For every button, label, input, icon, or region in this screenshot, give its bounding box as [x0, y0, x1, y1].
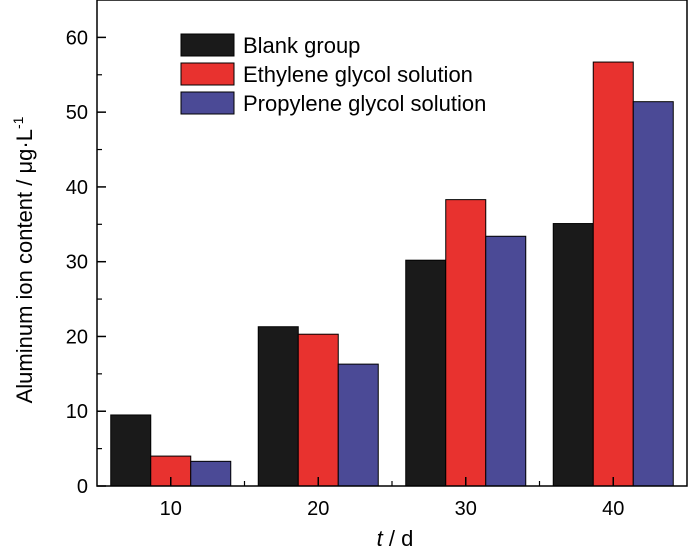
bar-30-2: [445, 199, 487, 487]
legend-swatch-3: [180, 91, 235, 115]
bar-10-3: [190, 460, 232, 487]
bar-40-1: [552, 223, 594, 487]
legend-swatch-1: [180, 33, 235, 57]
axes: 0 10 20 30 40 50 60 10 20 30 40: [66, 0, 688, 520]
y-axis-title-sup: -1: [10, 116, 26, 129]
y-tick-label: 30: [66, 252, 88, 274]
y-tick-label: 20: [66, 326, 88, 348]
bar-10-1: [110, 414, 152, 487]
legend-label-1: Blank group: [243, 33, 360, 58]
legend-swatch-2: [180, 62, 235, 86]
x-axis-title: t / d: [377, 526, 414, 551]
x-axis-title-italic: t: [377, 526, 384, 551]
x-axis-title-unit: / d: [383, 526, 414, 551]
bar-30-1: [405, 259, 447, 487]
y-tick-label: 10: [66, 401, 88, 423]
y-tick-label: 40: [66, 177, 88, 199]
y-tick-label: 60: [66, 27, 88, 49]
y-tick-label: 50: [66, 102, 88, 124]
y-axis-title: Aluminum ion content / μg·L-1: [10, 116, 37, 403]
bar-20-2: [297, 333, 339, 487]
bar-40-3: [632, 101, 674, 487]
y-axis-title-main: Aluminum ion content / μg·L: [12, 129, 37, 403]
y-tick-label: 0: [77, 476, 88, 498]
x-tick-label: 30: [455, 498, 477, 520]
x-tick-label: 10: [160, 498, 182, 520]
bar-20-3: [337, 363, 379, 487]
bar-20-1: [257, 326, 299, 487]
legend-label-3: Propylene glycol solution: [243, 91, 486, 116]
bar-40-2: [592, 61, 634, 487]
x-tick-label: 40: [602, 498, 624, 520]
x-tick-label: 20: [307, 498, 329, 520]
legend-label-2: Ethylene glycol solution: [243, 62, 473, 87]
plot-area: [110, 61, 674, 487]
legend: Blank group Ethylene glycol solution Propy…: [180, 33, 486, 116]
bar-30-3: [485, 235, 527, 487]
